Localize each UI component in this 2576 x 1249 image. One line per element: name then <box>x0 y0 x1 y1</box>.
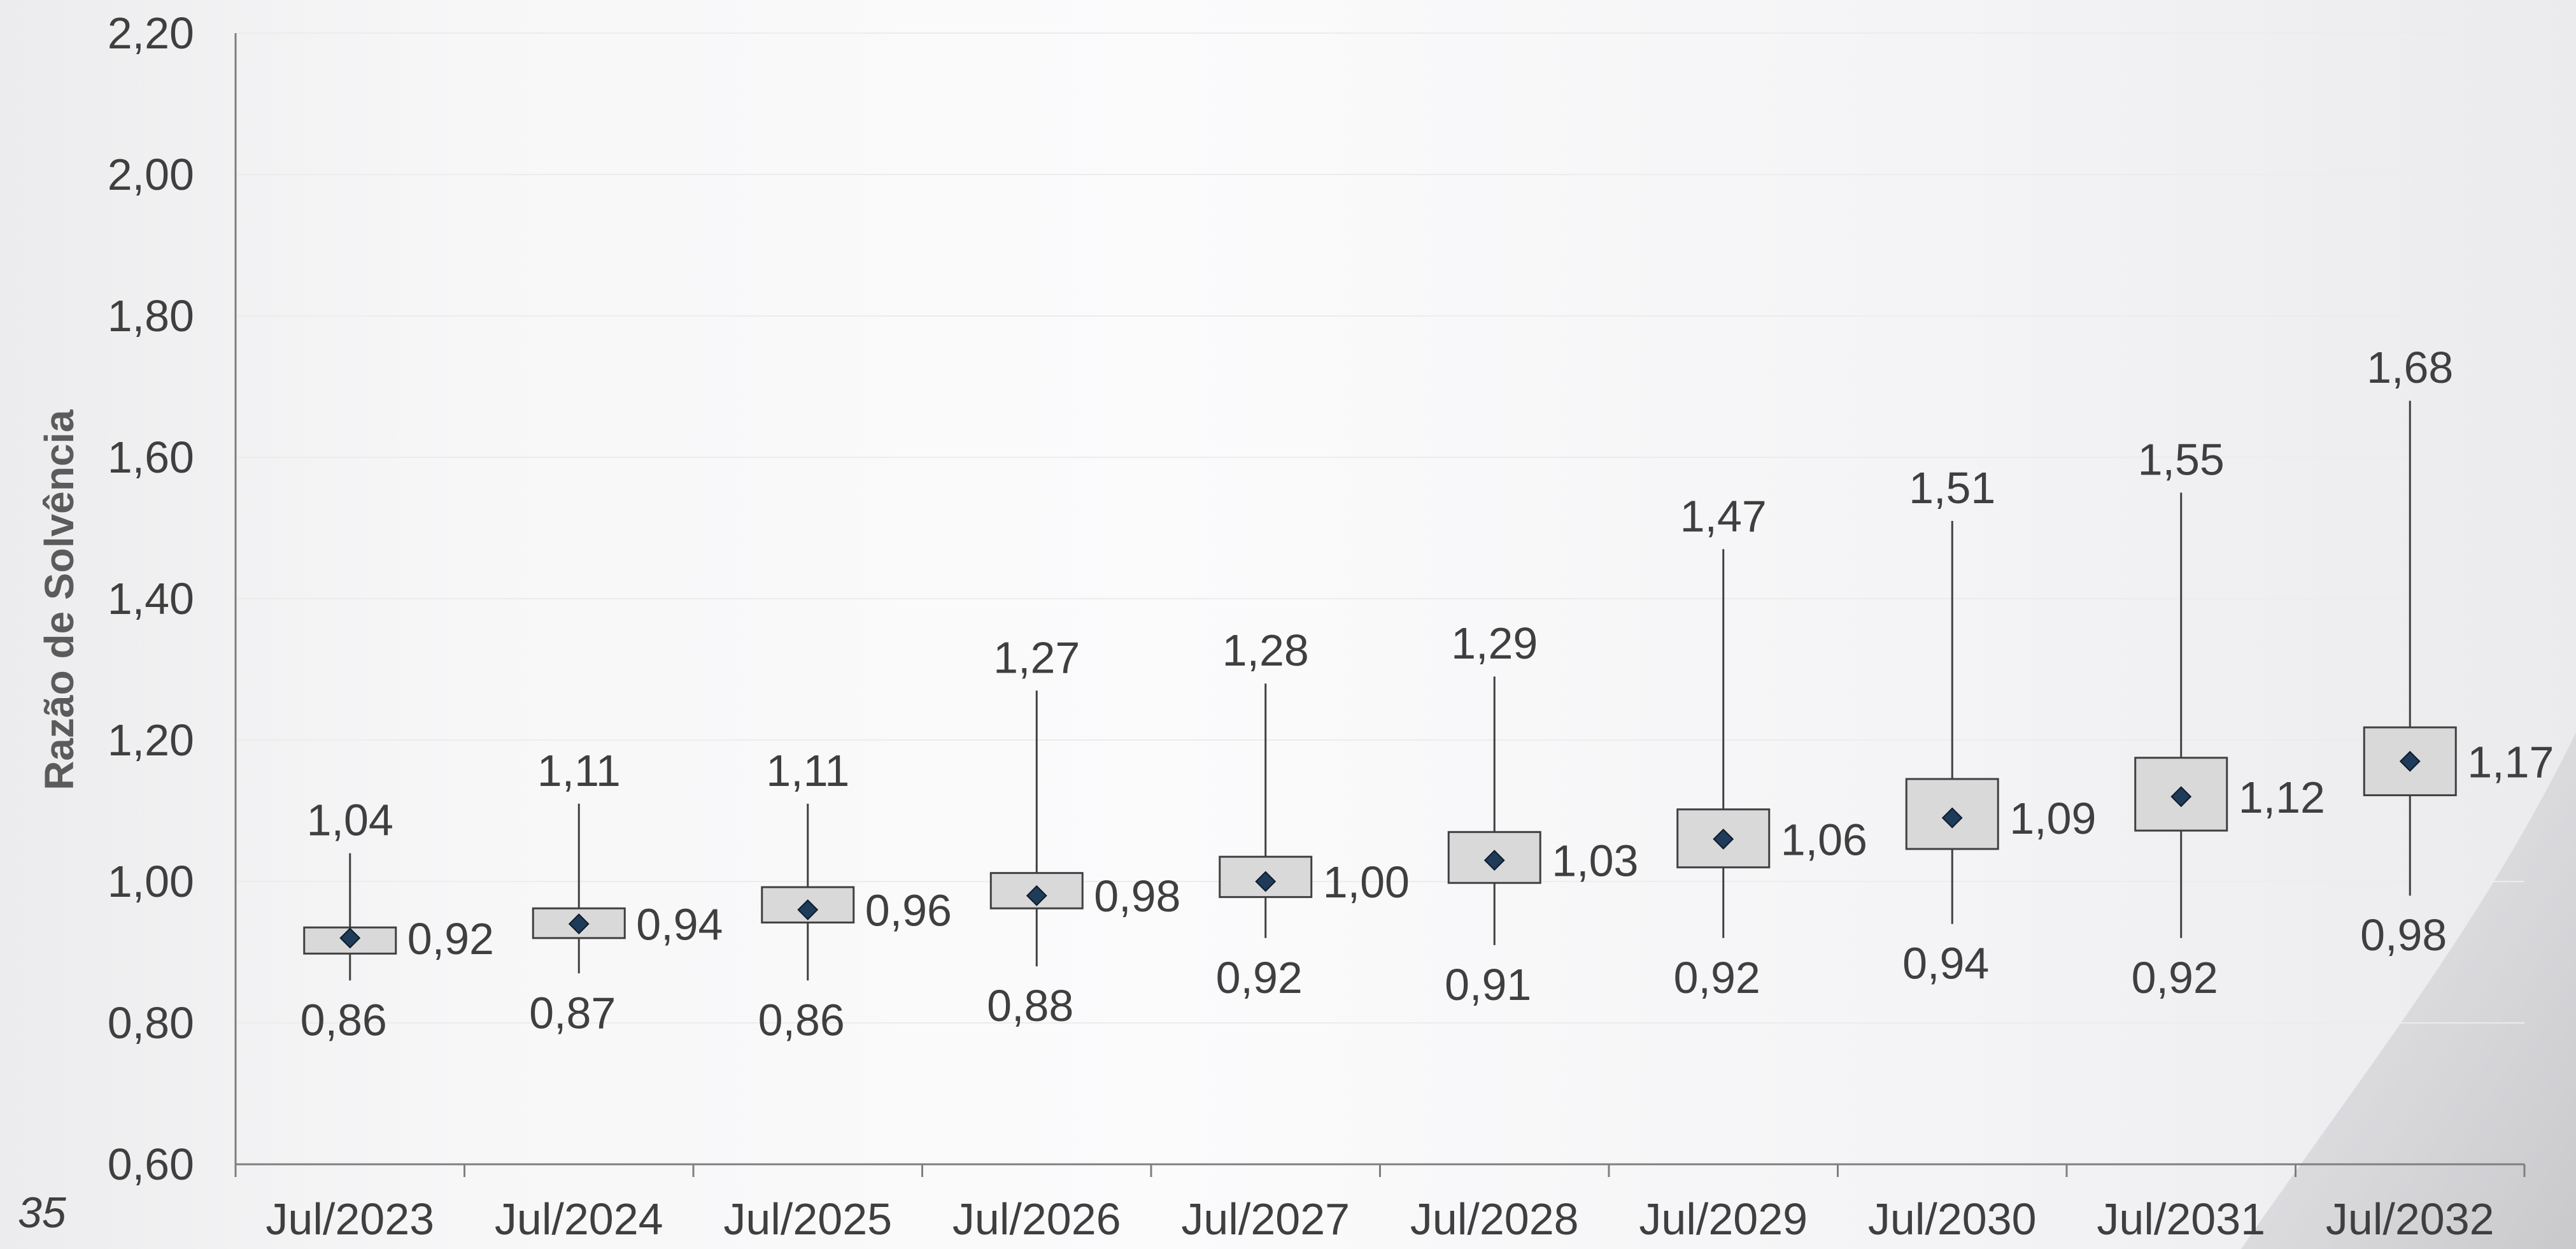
x-tick-label: Jul/2026 <box>952 1194 1121 1244</box>
box-item: 1,28 0,92 1,00 <box>1216 625 1410 1003</box>
mean-marker <box>1941 807 1963 829</box>
mean-label: 1,12 <box>2239 773 2325 822</box>
y-tick-label: 2,20 <box>108 8 194 58</box>
max-label: 1,55 <box>2138 435 2225 485</box>
mean-marker <box>1026 885 1047 906</box>
max-label: 1,04 <box>307 796 393 845</box>
mean-marker <box>1255 871 1277 892</box>
min-label: 0,87 <box>529 988 616 1038</box>
max-label: 1,11 <box>766 746 849 796</box>
mean-label: 0,96 <box>865 885 952 935</box>
y-tick-label: 1,80 <box>108 291 194 341</box>
min-label: 0,91 <box>1445 960 1531 1010</box>
max-label: 1,47 <box>1680 491 1767 541</box>
mean-marker <box>797 899 819 920</box>
x-tick-label: Jul/2030 <box>1868 1194 2037 1244</box>
max-label: 1,29 <box>1451 618 1538 668</box>
x-tick-labels: Jul/2023 Jul/2024 Jul/2025 Jul/2026 Jul/2027… <box>265 1194 2494 1244</box>
mean-marker <box>568 913 590 935</box>
box-item: 1,68 0,98 1,17 <box>2360 343 2554 960</box>
y-tick-label: 2,00 <box>108 150 194 199</box>
min-label: 0,86 <box>758 995 845 1045</box>
mean-label: 1,03 <box>1552 836 1638 886</box>
mean-marker <box>1483 850 1505 871</box>
x-tick-label: Jul/2032 <box>2326 1194 2495 1244</box>
x-tick-label: Jul/2027 <box>1181 1194 1350 1244</box>
box-item: 1,29 0,91 1,03 <box>1445 618 1638 1010</box>
mean-marker <box>339 927 361 949</box>
min-label: 0,92 <box>2132 953 2218 1003</box>
max-label: 1,27 <box>993 632 1080 682</box>
max-label: 1,28 <box>1222 625 1309 675</box>
max-label: 1,51 <box>1909 463 1995 513</box>
grid-lines <box>236 32 2524 1024</box>
min-label: 0,92 <box>1216 953 1303 1003</box>
y-tick-label: 0,60 <box>108 1139 194 1189</box>
page-number: 35 <box>18 1188 66 1237</box>
box-item: 1,04 0,86 0,92 <box>301 796 494 1045</box>
min-label: 0,94 <box>1902 939 1989 988</box>
axes <box>234 33 2526 1177</box>
min-label: 0,88 <box>987 981 1073 1031</box>
x-tick-label: Jul/2029 <box>1639 1194 1808 1244</box>
mean-label: 1,17 <box>2467 737 2554 787</box>
x-tick-label: Jul/2024 <box>495 1194 663 1244</box>
y-tick-label: 0,80 <box>108 998 194 1048</box>
x-tick-label: Jul/2031 <box>2097 1194 2265 1244</box>
box-item: 1,55 0,92 1,12 <box>2132 435 2325 1003</box>
decorative-swoosh <box>2241 732 2576 1249</box>
box-item: 1,47 0,92 1,06 <box>1674 491 1867 1003</box>
box-item: 1,27 0,88 0,98 <box>987 632 1180 1031</box>
mean-label: 0,94 <box>636 900 723 950</box>
box-item: 1,11 0,86 0,96 <box>758 746 952 1045</box>
y-tick-labels: 0,60 0,80 1,00 1,20 1,40 1,60 1,80 2,00 2,20 <box>108 8 194 1189</box>
mean-marker <box>1713 828 1734 850</box>
y-axis-title: Razão de Solvência <box>36 410 82 790</box>
mean-marker <box>2170 786 2192 808</box>
mean-label: 1,00 <box>1323 857 1410 907</box>
y-tick-label: 1,40 <box>108 574 194 624</box>
box-item: 1,51 0,94 1,09 <box>1902 463 2096 988</box>
box-series: 1,04 0,86 0,92 1,11 0,87 0,94 1,11 0,86 0,96 1,27… <box>301 343 2554 1045</box>
y-tick-label: 1,60 <box>108 432 194 482</box>
x-tick-label: Jul/2023 <box>265 1194 434 1244</box>
mean-marker <box>2399 750 2421 772</box>
mean-label: 0,92 <box>407 914 494 964</box>
max-label: 1,11 <box>537 746 621 796</box>
mean-label: 1,09 <box>2009 794 2096 843</box>
box-item: 1,11 0,87 0,94 <box>529 746 723 1038</box>
min-label: 0,86 <box>301 995 387 1045</box>
x-tick-label: Jul/2025 <box>723 1194 892 1244</box>
max-label: 1,68 <box>2367 343 2453 392</box>
mean-label: 0,98 <box>1094 871 1180 921</box>
y-tick-label: 1,20 <box>108 715 194 765</box>
x-tick-label: Jul/2028 <box>1410 1194 1579 1244</box>
mean-label: 1,06 <box>1781 815 1867 864</box>
y-tick-label: 1,00 <box>108 857 194 906</box>
min-label: 0,98 <box>2360 910 2447 960</box>
min-label: 0,92 <box>1674 953 1760 1003</box>
